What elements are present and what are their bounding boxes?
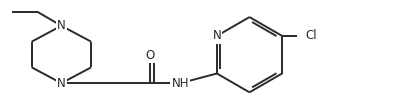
Text: NH: NH xyxy=(171,77,189,90)
Text: Cl: Cl xyxy=(306,29,318,42)
Text: O: O xyxy=(146,49,155,62)
Text: N: N xyxy=(57,19,66,32)
Text: N: N xyxy=(213,29,221,42)
Text: N: N xyxy=(57,77,66,90)
